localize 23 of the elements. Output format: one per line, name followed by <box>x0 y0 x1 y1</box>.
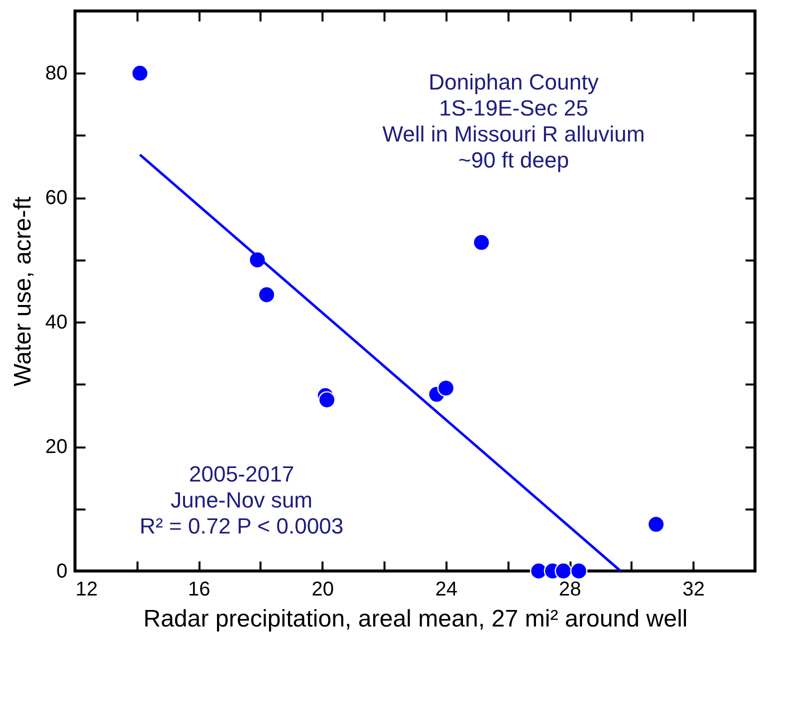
x-tick-label: 16 <box>188 578 210 600</box>
point <box>554 562 572 580</box>
y-tick-label: 60 <box>45 187 68 210</box>
annotation: Doniphan County 1S-19E-Sec 25 Well in Missouri R alluvium ~90 ft deep <box>382 70 645 173</box>
point <box>131 64 149 82</box>
y-axis-title: Water use, acre-ft <box>9 196 36 386</box>
x-tick-label: 20 <box>312 578 334 600</box>
y-tick-label: 20 <box>45 436 68 458</box>
x-tick-label: 12 <box>76 578 98 600</box>
y-tick-label: 40 <box>45 312 68 334</box>
point <box>570 562 588 580</box>
annotation: 2005-2017 June-Nov sum R² = 0.72 P < 0.0003 <box>140 462 344 539</box>
x-axis-title: Radar precipitation, areal mean, 27 mi² around well <box>143 606 688 632</box>
point <box>437 379 455 397</box>
y-tick-label: 0 <box>56 560 68 582</box>
point <box>472 234 490 252</box>
x-tick-label: 32 <box>682 578 705 600</box>
point <box>647 516 665 533</box>
x-tick-label: 28 <box>558 578 582 600</box>
y-tick-label: 80 <box>45 62 68 85</box>
point <box>318 391 336 409</box>
point <box>258 286 276 304</box>
x-tick-label: 24 <box>435 578 458 600</box>
